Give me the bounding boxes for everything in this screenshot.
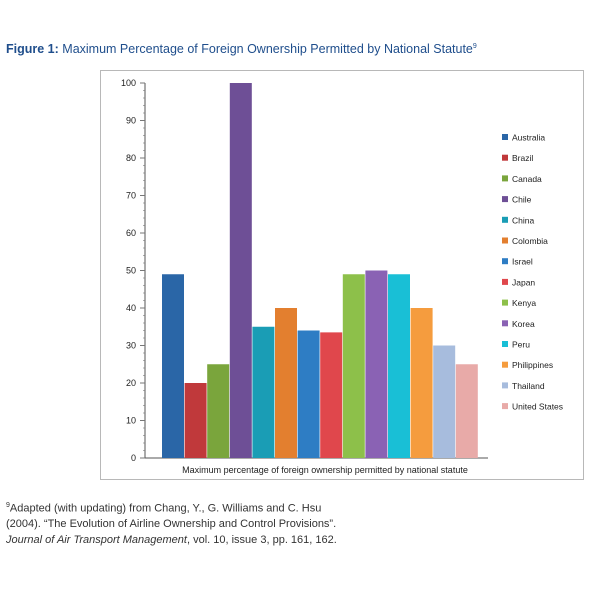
bar-canada [207, 364, 230, 458]
footnote-marker: 9 [6, 502, 10, 509]
legend-swatch [502, 361, 508, 368]
y-tick-label: 10 [126, 416, 136, 426]
legend-swatch [502, 175, 508, 182]
footnote-text-after: , vol. 10, issue 3, pp. 161, 162. [186, 533, 337, 546]
bar-australia [162, 274, 184, 458]
legend-swatch [502, 134, 508, 140]
legend-swatch [502, 299, 508, 306]
y-tick-label: 100 [121, 78, 136, 88]
bar-china [252, 326, 275, 458]
footnote-text-before: Adapted (with updating) from Chang, Y., … [6, 502, 337, 531]
bar-colombia [275, 308, 297, 458]
bar-philippines [410, 308, 433, 458]
legend-swatch [502, 216, 508, 223]
bar-korea [365, 270, 388, 458]
legend-swatch [502, 258, 508, 265]
y-tick-label: 50 [126, 266, 136, 276]
bar-thailand [433, 345, 456, 458]
legend-label: Philippines [512, 360, 553, 370]
legend-swatch [502, 382, 508, 389]
legend-swatch [502, 196, 508, 203]
legend-label: Korea [512, 319, 535, 329]
footnote-journal: Journal of Air Transport Management [6, 533, 187, 546]
y-tick-label: 20 [126, 378, 136, 388]
bar-chile [229, 83, 252, 458]
legend-label: Peru [512, 340, 530, 350]
bar-brazil [184, 383, 207, 458]
bar-israel [297, 330, 320, 458]
legend-swatch [502, 154, 508, 161]
legend-swatch [502, 237, 508, 244]
legend-label: Japan [512, 277, 535, 287]
legend-swatch [502, 341, 508, 347]
legend-label: China [512, 215, 534, 225]
legend-label: Australia [512, 133, 545, 143]
figure-title: Figure 1: Maximum Percentage of Foreign … [6, 42, 477, 56]
y-tick-label: 40 [126, 303, 136, 313]
legend-label: United States [512, 402, 563, 412]
footnote-ref: 9 [472, 42, 477, 50]
bar-peru [388, 274, 410, 458]
legend-label: Kenya [512, 298, 536, 308]
figure-label: Figure 1: [6, 42, 59, 56]
y-tick-label: 0 [131, 453, 136, 463]
y-tick-label: 70 [126, 191, 136, 201]
legend-swatch [502, 278, 508, 285]
legend-label: Chile [512, 195, 532, 205]
y-tick-label: 80 [126, 153, 136, 163]
y-tick-label: 60 [126, 228, 136, 238]
legend-swatch [502, 320, 508, 327]
bar-japan [320, 332, 343, 458]
bar-kenya [342, 274, 365, 458]
legend-label: Brazil [512, 153, 533, 163]
footnote: 9Adapted (with updating) from Chang, Y.,… [6, 498, 346, 548]
legend-label: Colombia [512, 236, 548, 246]
figure-title-text: Maximum Percentage of Foreign Ownership … [62, 42, 473, 56]
legend-swatch [502, 403, 508, 410]
bar-united-states [455, 364, 478, 458]
legend-label: Canada [512, 174, 542, 184]
x-axis-label: Maximum percentage of foreign ownership … [182, 465, 468, 475]
y-tick-label: 90 [126, 116, 136, 126]
legend-label: Israel [512, 257, 533, 267]
y-tick-label: 30 [126, 341, 136, 351]
legend-label: Thailand [512, 381, 545, 391]
